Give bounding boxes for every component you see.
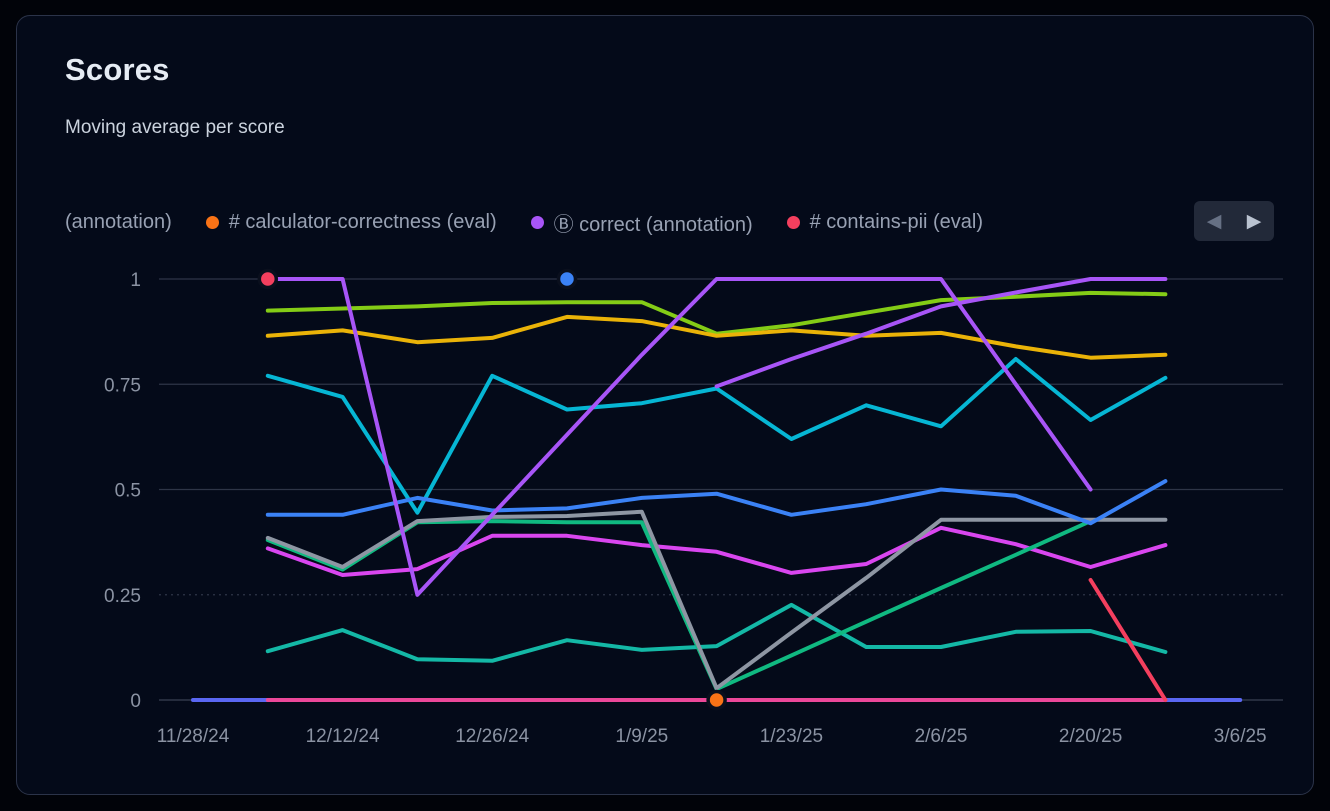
legend-pager: ◀ ▶ [1194,201,1274,241]
scores-card: Scores Moving average per score 0 0.25 0.5… [16,15,1314,795]
chart-legend: (annotation) # calculator-correctness (e… [65,203,983,241]
chevron-right-icon: ▶ [1246,210,1262,232]
legend-item-label: # calculator-correctness (eval) [228,210,497,233]
y-tick-label: 0 [130,691,141,712]
y-tick-label: 0.5 [115,481,141,502]
chevron-left-icon: ◀ [1206,210,1222,232]
marker-contains-pii-highlight [257,268,279,290]
legend-item-label: # contains-pii (eval) [809,210,984,233]
series-line-amber [265,314,1168,360]
series-line-magenta [265,525,1168,577]
marker-blue-highlight [556,268,578,290]
legend-item-label: (annotation) [65,210,172,233]
y-tick-label: 0.25 [104,586,141,607]
legend-prev-button[interactable]: ◀ [1194,201,1234,241]
marker-calculator-correctness-highlight [706,689,727,711]
legend-item-correct-annotation[interactable]: Ⓑ correct (annotation) [530,208,753,237]
series-line-gray [265,509,1168,691]
legend-item-annotation[interactable]: (annotation) [65,211,172,234]
series-line-purple-b [714,277,1168,389]
series-line-lime [265,290,1168,336]
chart-subtitle: Moving average per score [65,117,285,138]
series-line-cyan [265,357,1168,515]
y-tick-label: 1 [130,270,141,291]
x-tick-label: 1/23/25 [760,726,823,747]
legend-item-contains-pii[interactable]: # contains-pii (eval) [786,210,984,234]
x-tick-label: 12/12/24 [306,726,380,747]
page-title: Scores [65,52,170,87]
legend-item-calculator-correctness[interactable]: # calculator-correctness (eval) [205,210,497,234]
x-tick-label: 2/6/25 [915,726,968,747]
series-line-teal [265,602,1168,663]
legend-next-button[interactable]: ▶ [1234,201,1274,241]
series-line-blue [265,479,1168,526]
x-tick-label: 1/9/25 [615,726,668,747]
x-tick-label: 11/28/24 [157,726,230,747]
y-tick-label: 0.75 [104,375,141,396]
x-tick-label: 12/26/24 [455,726,529,747]
legend-dot [530,215,544,229]
legend-dot [786,215,800,229]
legend-dot [205,215,219,229]
x-tick-label: 3/6/25 [1214,726,1267,747]
series-line-purple-a [265,277,1093,597]
legend-item-label: Ⓑ correct (annotation) [553,213,753,236]
series-line-red [1088,578,1168,702]
x-tick-label: 2/20/25 [1059,726,1122,747]
